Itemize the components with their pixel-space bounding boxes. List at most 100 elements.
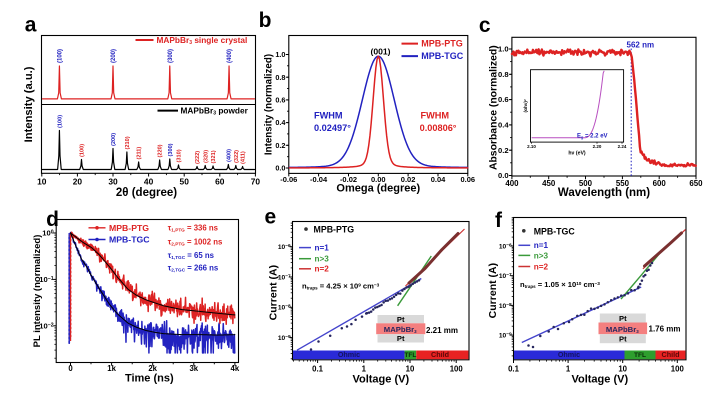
svg-text:30: 30 [108, 176, 118, 186]
svg-text:0.02497°: 0.02497° [314, 123, 351, 133]
svg-text:10−9: 10−9 [278, 334, 291, 342]
svg-text:n>3: n>3 [315, 255, 330, 264]
svg-text:40: 40 [144, 176, 154, 186]
svg-text:(200): (200) [111, 133, 117, 146]
svg-text:1.0: 1.0 [498, 45, 509, 54]
svg-text:2.21 mm: 2.21 mm [426, 326, 458, 335]
svg-text:FWHM: FWHM [314, 110, 343, 120]
svg-text:1: 1 [566, 364, 571, 373]
svg-text:10−6: 10−6 [278, 243, 291, 251]
svg-text:550: 550 [616, 179, 630, 188]
svg-text:0.04: 0.04 [431, 175, 446, 184]
svg-text:Child: Child [431, 350, 449, 359]
svg-text:e: e [265, 205, 277, 228]
svg-text:b: b [259, 9, 272, 32]
svg-text:0.4: 0.4 [498, 121, 509, 130]
svg-text:0.0: 0.0 [275, 164, 285, 173]
svg-text:ntraps = 4.25 × 109 cm−3: ntraps = 4.25 × 109 cm−3 [302, 282, 380, 291]
svg-text:(411): (411) [241, 151, 247, 164]
svg-text:0.8: 0.8 [275, 73, 285, 82]
svg-text:10: 10 [618, 364, 627, 373]
svg-text:100: 100 [671, 364, 685, 373]
svg-text:20: 20 [73, 176, 83, 186]
svg-text:PL intensity (normalized): PL intensity (normalized) [32, 235, 43, 348]
svg-text:500: 500 [579, 179, 593, 188]
svg-text:-0.04: -0.04 [310, 175, 328, 184]
svg-text:Omega (degree): Omega (degree) [336, 183, 420, 195]
svg-text:Child: Child [662, 350, 680, 359]
svg-text:4k: 4k [231, 364, 240, 373]
svg-text:0.4: 0.4 [275, 118, 286, 127]
svg-text:MPB-TGC: MPB-TGC [109, 235, 150, 245]
svg-text:(100): (100) [58, 115, 64, 128]
svg-text:Intensity (a.u.): Intensity (a.u.) [23, 66, 35, 142]
svg-text:3k: 3k [189, 364, 198, 373]
svg-text:Pt: Pt [619, 314, 627, 323]
svg-text:0.1: 0.1 [312, 364, 324, 373]
svg-text:Time (ns): Time (ns) [125, 373, 174, 385]
svg-text:400: 400 [505, 179, 519, 188]
svg-text:Pt: Pt [619, 335, 627, 344]
svg-text:hν (eV): hν (eV) [568, 151, 586, 157]
svg-text:MPB-TGC: MPB-TGC [534, 226, 576, 236]
svg-text:(100): (100) [58, 49, 64, 63]
svg-text:(400): (400) [227, 49, 233, 63]
svg-text:(300): (300) [168, 143, 174, 156]
svg-text:n=1: n=1 [315, 244, 330, 253]
svg-text:0: 0 [68, 364, 73, 373]
svg-text:n=1: n=1 [534, 241, 549, 250]
svg-text:MPB-PTG: MPB-PTG [109, 223, 149, 233]
svg-text:100: 100 [42, 229, 53, 238]
svg-text:n=2: n=2 [534, 262, 549, 271]
svg-text:(220): (220) [158, 144, 164, 157]
svg-text:(100): (100) [80, 144, 86, 157]
svg-text:d: d [46, 208, 59, 231]
svg-text:50: 50 [180, 176, 190, 186]
svg-text:10−2: 10−2 [39, 321, 53, 330]
svg-text:650: 650 [689, 179, 703, 188]
svg-text:f: f [495, 209, 503, 232]
svg-text:0.00806°: 0.00806° [420, 123, 457, 133]
svg-text:(400): (400) [226, 149, 232, 162]
svg-text:MPB-PTG: MPB-PTG [314, 225, 355, 235]
svg-text:60: 60 [215, 176, 225, 186]
svg-text:0.02: 0.02 [401, 175, 416, 184]
svg-text:2.10: 2.10 [527, 144, 536, 149]
svg-text:MPB-PTG: MPB-PTG [421, 39, 463, 49]
svg-text:(210): (210) [125, 136, 131, 149]
svg-text:10−7: 10−7 [278, 274, 291, 282]
svg-text:1k: 1k [107, 364, 116, 373]
svg-text:τ1,TGC = 65 ns: τ1,TGC = 65 ns [168, 251, 215, 260]
svg-text:10−1: 10−1 [39, 275, 53, 284]
svg-text:(300): (300) [168, 49, 174, 63]
svg-text:MAPbBr3 powder: MAPbBr3 powder [181, 106, 249, 117]
svg-text:0.6: 0.6 [498, 95, 509, 104]
svg-text:0.00: 0.00 [371, 175, 386, 184]
svg-text:0.2: 0.2 [498, 146, 509, 155]
svg-text:(322): (322) [234, 150, 240, 163]
svg-text:Intensity (normalized): Intensity (normalized) [264, 54, 275, 155]
svg-text:n>3: n>3 [534, 251, 549, 260]
svg-text:(200): (200) [111, 49, 117, 63]
svg-text:Voltage (V): Voltage (V) [352, 374, 409, 386]
svg-text:0.1: 0.1 [508, 364, 520, 373]
svg-text:(αhν)2: (αhν)2 [523, 99, 528, 112]
svg-text:(321): (321) [211, 150, 217, 163]
svg-text:Absorbance (normalized): Absorbance (normalized) [489, 45, 500, 170]
svg-text:Eg = 2.2 eV: Eg = 2.2 eV [577, 134, 608, 140]
svg-text:ntraps = 1.05 × 1010 cm−3: ntraps = 1.05 × 1010 cm−3 [520, 280, 600, 289]
svg-text:2θ (degree): 2θ (degree) [116, 187, 177, 199]
svg-text:Voltage (V): Voltage (V) [571, 374, 628, 386]
svg-text:Current (A): Current (A) [268, 265, 280, 320]
svg-text:450: 450 [542, 179, 556, 188]
svg-text:10: 10 [406, 364, 415, 373]
svg-text:c: c [479, 14, 491, 37]
svg-text:(222): (222) [195, 151, 201, 164]
svg-text:0.2: 0.2 [275, 141, 285, 150]
svg-text:Pt: Pt [397, 315, 405, 324]
svg-text:FWHM: FWHM [421, 110, 450, 120]
svg-text:τ1,PTG = 336 ns: τ1,PTG = 336 ns [168, 224, 219, 233]
svg-text:MAPbBr3: MAPbBr3 [606, 325, 639, 334]
svg-text:(211): (211) [137, 147, 143, 160]
svg-text:0.8: 0.8 [498, 70, 509, 79]
